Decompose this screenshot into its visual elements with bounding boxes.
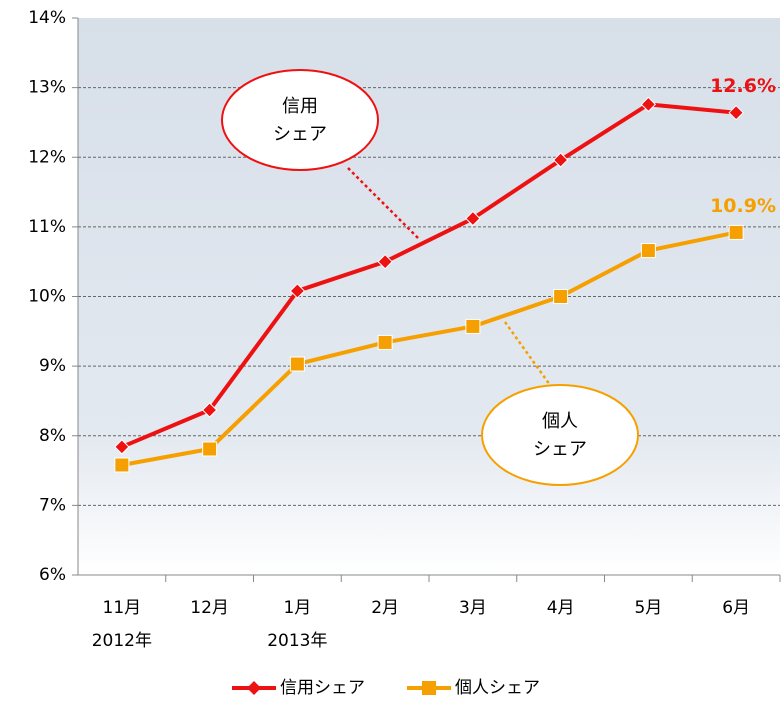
y-tick-label: 12% [28, 147, 66, 167]
x-tick-label: 3月 [459, 598, 487, 618]
x-tick-label: 4月 [547, 598, 575, 618]
marker [640, 96, 657, 113]
marker [465, 210, 481, 227]
data-label: 12.6% [710, 75, 776, 97]
y-tick-label: 13% [28, 78, 66, 98]
callout [221, 69, 379, 171]
x-tick-label: 5月 [634, 598, 662, 618]
y-tick-label: 6% [39, 565, 66, 585]
legend-label: 信用シェア [280, 678, 365, 698]
marker [289, 283, 306, 299]
year-label: 2012年 [92, 631, 152, 651]
callout-label: シェア [273, 124, 327, 145]
y-tick-label: 8% [39, 426, 66, 446]
year-label: 2013年 [267, 631, 327, 651]
marker [553, 289, 569, 304]
y-tick-label: 9% [39, 356, 66, 376]
series-line [121, 230, 737, 467]
marker [377, 253, 393, 270]
x-tick-label: 12月 [190, 598, 229, 618]
marker [728, 104, 744, 121]
y-tick-label: 14% [28, 8, 66, 28]
marker [552, 152, 569, 168]
y-tick-label: 7% [39, 495, 66, 515]
marker [377, 334, 393, 350]
x-tick-label: 11月 [103, 598, 142, 618]
legend-marker [422, 681, 436, 695]
callout-pointer [347, 167, 419, 239]
marker [728, 224, 744, 240]
marker [465, 318, 481, 334]
series-line [121, 102, 737, 449]
callout-label: 個人 [542, 411, 578, 432]
callout-label: シェア [533, 439, 587, 460]
legend-label: 個人シェア [455, 678, 540, 698]
legend-marker [247, 681, 261, 695]
marker [201, 402, 218, 418]
marker [202, 441, 218, 457]
marker [114, 439, 130, 455]
marker [640, 243, 656, 259]
data-label: 10.9% [710, 195, 776, 217]
marker [289, 356, 305, 372]
x-tick-label: 2月 [371, 598, 399, 618]
marker [114, 457, 130, 473]
callout-label: 信用 [282, 96, 318, 117]
x-tick-label: 1月 [283, 598, 311, 618]
callout-pointer [503, 321, 552, 386]
y-tick-label: 11% [28, 217, 66, 237]
callout [481, 384, 639, 486]
y-tick-label: 10% [28, 287, 66, 307]
x-tick-label: 6月 [722, 598, 750, 618]
